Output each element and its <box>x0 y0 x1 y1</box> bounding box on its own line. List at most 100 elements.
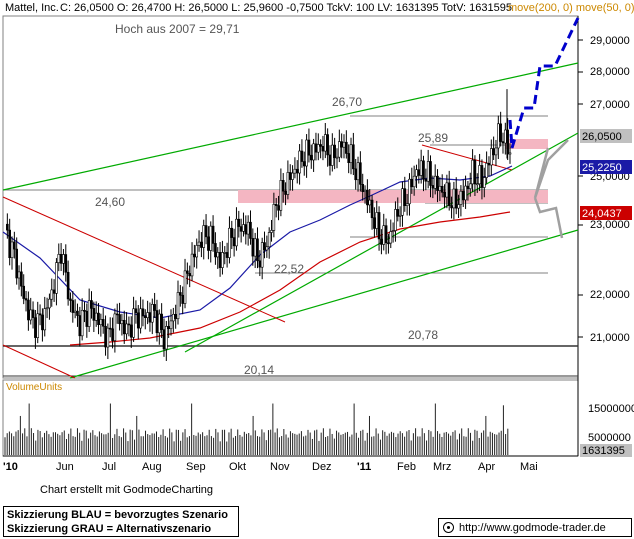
candle-body <box>20 271 23 287</box>
candle-body <box>429 161 432 186</box>
candle-body <box>162 329 166 350</box>
candle-body <box>101 319 105 327</box>
candle-body <box>127 323 131 326</box>
candle-body <box>41 314 44 331</box>
source-url[interactable]: http://www.godmode-trader.de <box>459 521 606 534</box>
candle-body <box>186 270 189 274</box>
candle-body <box>338 141 341 158</box>
candle-body <box>115 313 119 316</box>
candle-body <box>328 154 332 166</box>
candle-body <box>230 227 234 238</box>
candle-body <box>36 313 40 338</box>
volume-tick-15m: 15000000 <box>588 403 634 415</box>
candle-body <box>501 141 505 144</box>
source-url-box[interactable]: http://www.godmode-trader.de <box>438 518 632 537</box>
candle-body <box>487 162 491 166</box>
candle-body <box>363 189 367 193</box>
candle-body <box>316 144 320 153</box>
channel-lower-line <box>69 229 579 379</box>
tag-ma200-text: 24,0437 <box>582 208 622 220</box>
candle-body <box>305 139 308 167</box>
candle-body <box>122 319 126 335</box>
candle-body <box>445 182 449 198</box>
candle-body <box>17 271 21 279</box>
candle-body <box>197 241 201 246</box>
candle-body <box>165 326 168 350</box>
candle-body <box>108 327 112 330</box>
candle-body <box>298 150 301 174</box>
candle-body <box>92 308 96 321</box>
volume-last-tag <box>580 444 632 457</box>
level-annotations: 26,70 25,89 24,60 22,52 20,78 20,14 <box>95 95 448 377</box>
candle-body <box>422 160 425 180</box>
annotation-24-60: 24,60 <box>95 195 125 209</box>
candle-body <box>468 183 472 189</box>
candle-body <box>394 209 397 231</box>
candle-body <box>417 169 421 176</box>
x-tick-dez: Dez <box>312 461 332 473</box>
candle-body <box>370 199 374 219</box>
candle-body <box>333 144 336 158</box>
candle-body <box>190 253 194 277</box>
candle-body <box>55 262 58 294</box>
candle-body <box>204 225 208 238</box>
candle-body <box>335 156 339 159</box>
candle-body <box>324 134 327 152</box>
candle-body <box>223 252 227 254</box>
candle-body <box>319 144 322 147</box>
candle-body <box>153 304 156 311</box>
candle-body <box>50 289 54 300</box>
candle-body <box>160 313 163 330</box>
candle-body <box>405 203 409 206</box>
candle-body <box>97 312 100 325</box>
candle-body <box>281 180 285 192</box>
ma-legend: move(200, 0) move(50, 0) <box>508 2 634 14</box>
x-tick-nov: Nov <box>270 461 290 473</box>
scenario-note-box: Skizzierung BLAU = bevorzugtes Szenario … <box>3 506 239 537</box>
candle-body <box>132 308 135 338</box>
candle-body <box>246 221 250 235</box>
candle-body <box>354 168 357 181</box>
scenario-blue <box>508 17 580 149</box>
candle-body <box>106 327 110 348</box>
annotation-25-89: 25,89 <box>418 131 448 145</box>
scenario-note-blue: Skizzierung BLAU = bevorzugtes Szenario <box>7 509 228 521</box>
candle-body <box>43 308 47 331</box>
downtrend-lines <box>2 144 513 379</box>
candle-body <box>158 313 161 334</box>
candle-body <box>419 160 423 176</box>
candle-body <box>272 204 276 231</box>
candle-body <box>258 260 262 268</box>
candle-body <box>366 189 369 206</box>
candle-body <box>48 298 51 309</box>
candle-body <box>345 141 348 154</box>
candle-body <box>433 175 437 189</box>
candle-body <box>141 308 145 317</box>
chart-credit: Chart erstellt mit GodmodeCharting <box>40 484 214 496</box>
candle-body <box>279 180 283 211</box>
candle-body <box>34 317 37 338</box>
globe-icon <box>443 522 454 533</box>
candle-body <box>6 223 9 231</box>
candle-body <box>239 226 243 232</box>
candle-body <box>471 159 474 185</box>
annotation-22-52: 22,52 <box>274 262 304 276</box>
candle-body <box>485 162 488 178</box>
candle-body <box>136 312 140 329</box>
candle-body <box>221 252 224 268</box>
candle-body <box>104 325 107 348</box>
candle-body <box>295 168 299 174</box>
candle-body <box>80 309 84 337</box>
candle-body <box>167 326 170 330</box>
x-tick-mai: Mai <box>520 461 538 473</box>
tag-ma200 <box>580 206 632 220</box>
candle-body <box>251 238 255 257</box>
price-axis-ticks <box>578 39 583 338</box>
volume-bars-group <box>4 403 509 455</box>
candle-body <box>218 252 222 268</box>
candle-body <box>235 218 238 247</box>
candle-body <box>288 172 292 180</box>
candle-body <box>352 144 355 170</box>
candle-body <box>293 168 297 174</box>
candle-body <box>249 221 252 239</box>
